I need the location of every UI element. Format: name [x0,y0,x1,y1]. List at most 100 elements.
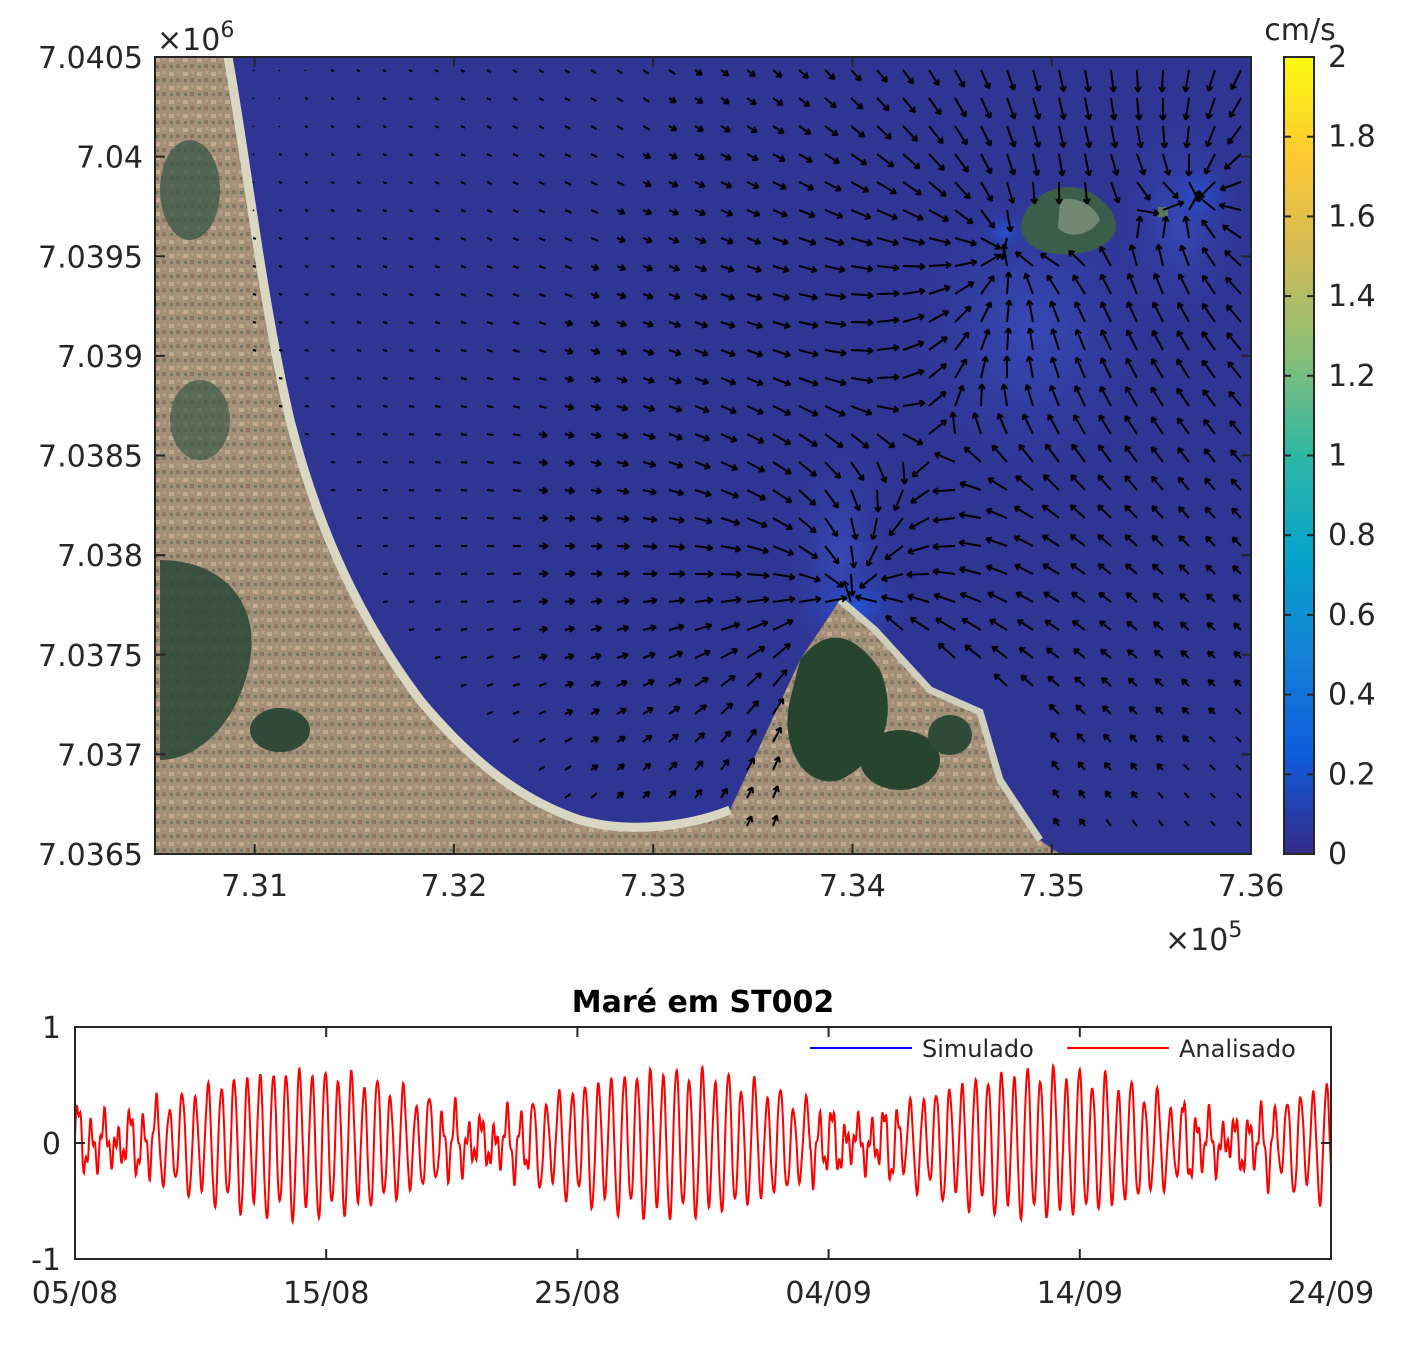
vector-arrow [928,336,948,351]
vector-arrow [720,349,736,357]
vector-arrow [1227,361,1242,379]
vector-arrow [928,419,947,435]
vector-arrow [512,489,521,492]
vector-arrow [902,265,926,268]
vector-arrowhead [596,459,602,465]
vector-arrow [1230,478,1242,491]
vector-arrow [668,349,681,356]
vector-arrow [850,405,872,415]
vector-arrow [616,545,630,548]
vector-arrowhead [649,651,656,655]
vector-arrowhead [731,407,737,413]
vector-arrow [356,293,362,297]
vector-arrowhead [867,265,874,271]
vector-arrow [1015,251,1034,267]
vector-arrowhead [1180,650,1184,657]
vector-arrowhead [569,514,576,520]
vector-arrowhead [932,570,939,576]
vector-arrow [772,669,788,687]
vector-arrow [954,260,977,267]
vector-arrowhead [1070,474,1074,481]
vector-arrow [278,181,283,184]
vector-arrow [278,293,283,296]
vector-arrowhead [1232,594,1236,601]
vector-arrowhead [1130,763,1134,770]
vector-arrowhead [893,343,900,349]
vector-arrowhead [542,569,549,575]
vector-arrowhead [1175,192,1179,199]
vector-arrowhead [918,399,926,404]
vector-arrow [720,377,736,385]
vector-arrow [824,209,843,219]
vector-arrowhead [1088,169,1093,176]
vector-arrowhead [669,789,676,794]
vector-arrowhead [1104,791,1108,798]
vector-arrow [538,209,546,214]
vector-arrowhead [703,377,710,384]
vector-arrow [434,209,440,213]
vector-arrowhead [932,519,939,524]
vector-arrow [772,461,792,475]
vector-arrowhead [893,238,900,245]
vector-arrowhead [1155,244,1159,251]
vector-arrow [1151,476,1164,491]
vector-arrowhead [621,264,627,270]
vector-arrowhead [1013,140,1017,147]
vector-arrow [1013,535,1034,547]
vector-arrow [382,405,388,408]
vector-arrow [1101,677,1112,687]
vegetation [160,140,220,240]
vector-arrow [1046,647,1060,659]
vector-arrowhead [621,320,627,326]
vector-arrowhead [1069,504,1074,512]
vector-arrow [1177,476,1190,491]
vector-arrowhead [1124,505,1128,512]
vector-arrow [1006,209,1012,232]
vector-arrow [330,349,335,352]
vector-arrowhead [841,378,847,385]
vector-arrow [590,97,597,102]
vector-arrow [616,69,623,75]
vector-arrow [720,598,742,603]
vector-arrow [986,508,1008,519]
vector-arrow [928,97,942,116]
vector-arrowhead [1098,592,1103,599]
vector-arrow [694,732,705,743]
vector-arrow [382,265,388,269]
vector-arrow [1208,735,1216,743]
vector-arrow [876,433,896,449]
vector-arrow [954,305,972,323]
vector-arrowhead [833,101,837,108]
vector-arrowhead [885,557,892,561]
vector-arrowhead [1101,705,1106,713]
vector-arrow [720,433,737,442]
vector-arrowhead [733,463,739,470]
vector-arrow [928,125,944,144]
vector-arrow [382,69,387,73]
vector-arrow [668,405,682,412]
vector-arrow [1150,416,1164,435]
vector-arrowhead [1229,420,1233,427]
vector-arrowhead [1062,141,1067,148]
vector-arrow [252,181,255,184]
vector-arrow [902,401,925,407]
vector-arrowhead [1072,648,1077,655]
vector-arrow [1151,505,1164,519]
vector-arrowhead [785,321,791,328]
vector-arrow [798,321,818,328]
vector-arrowhead [1179,593,1183,600]
vector-arrow [304,69,307,72]
vector-arrowhead [917,340,924,344]
vector-arrow [798,97,810,107]
map-y-tick-label: 7.0395 [38,240,143,275]
vector-arrowhead [676,377,682,384]
vector-arrowhead [1143,168,1147,175]
vector-arrow [850,433,869,449]
vector-arrow [772,619,794,631]
vector-arrowhead [704,649,711,653]
vector-arrowhead [971,239,977,245]
vector-arrow [746,237,761,244]
vector-arrowhead [1207,114,1213,120]
vector-arrow [1131,819,1138,827]
vector-arrowhead [937,643,942,650]
